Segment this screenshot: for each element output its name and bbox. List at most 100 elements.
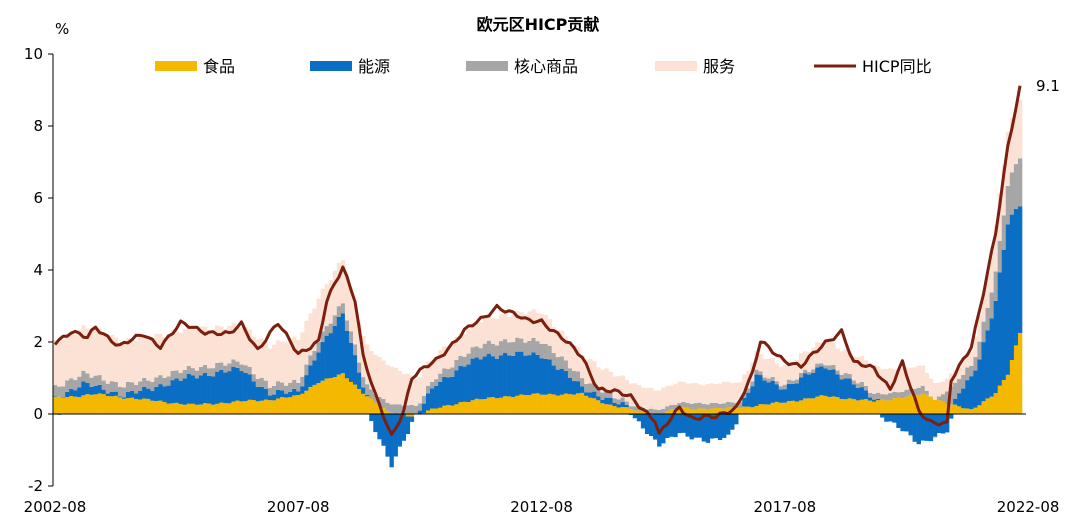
services-bar	[454, 336, 459, 360]
services-bar	[604, 368, 609, 391]
food-bar	[454, 404, 459, 414]
energy-bar	[859, 387, 865, 400]
core-goods-bar	[807, 371, 812, 375]
core-goods-bar	[361, 377, 366, 388]
services-bar	[125, 338, 131, 382]
food-bar	[989, 396, 994, 414]
energy-bar	[81, 381, 86, 396]
core-goods-bar	[332, 315, 338, 326]
energy-bar	[636, 414, 642, 422]
energy-bar	[531, 352, 536, 394]
services-bar	[762, 358, 767, 378]
energy-bar	[758, 375, 763, 405]
food-bar	[381, 408, 386, 414]
y-tick-label: 10	[24, 45, 43, 63]
core-goods-bar	[920, 385, 926, 394]
services-bar	[685, 383, 690, 403]
energy-bar	[600, 399, 605, 404]
food-bar	[717, 408, 723, 414]
energy-bar	[219, 369, 224, 403]
services-bar	[612, 376, 617, 399]
services-bar	[567, 343, 573, 369]
core-goods-bar	[981, 321, 986, 343]
energy-bar	[97, 384, 102, 394]
food-bar	[640, 411, 646, 414]
services-bar	[851, 356, 857, 381]
energy-bar	[288, 391, 293, 398]
food-bar	[559, 394, 565, 414]
food-bar	[121, 398, 127, 414]
core-goods-bar	[219, 362, 224, 370]
services-bar	[600, 369, 605, 393]
energy-bar	[782, 389, 788, 403]
food-bar	[774, 401, 780, 414]
services-bar	[742, 374, 747, 393]
core-goods-bar	[259, 377, 265, 387]
core-goods-bar	[904, 389, 909, 397]
services-bar	[446, 347, 451, 370]
food-bar	[494, 398, 500, 414]
core-goods-bar	[632, 406, 638, 411]
core-goods-bar	[158, 375, 163, 385]
services-bar	[701, 385, 707, 404]
core-goods-bar	[353, 344, 358, 356]
food-bar	[511, 397, 516, 414]
core-goods-bar	[855, 383, 861, 388]
services-bar	[523, 314, 528, 343]
food-bar	[182, 404, 188, 414]
core-goods-bar	[77, 376, 82, 388]
food-bar	[616, 407, 621, 414]
energy-bar	[357, 372, 362, 389]
energy-bar	[847, 378, 853, 399]
food-bar	[138, 399, 143, 414]
core-goods-bar	[397, 404, 402, 414]
energy-bar	[649, 414, 654, 437]
services-bar	[81, 325, 86, 371]
energy-bar	[401, 414, 407, 441]
food-bar	[93, 394, 98, 414]
food-bar	[932, 399, 938, 414]
energy-bar	[669, 414, 674, 437]
core-goods-bar	[344, 320, 350, 332]
core-goods-bar	[97, 375, 102, 385]
services-bar	[888, 368, 893, 394]
services-bar	[494, 318, 500, 346]
energy-bar	[535, 354, 540, 394]
energy-bar	[580, 386, 585, 393]
core-goods-bar	[1005, 185, 1011, 225]
y-tick-label: 4	[33, 261, 43, 279]
core-goods-bar	[1017, 158, 1023, 207]
food-bar	[450, 405, 455, 414]
core-goods-bar	[604, 390, 609, 398]
services-bar	[827, 341, 832, 366]
food-bar	[839, 399, 844, 414]
services-bar	[353, 303, 358, 345]
core-goods-bar	[653, 409, 658, 414]
services-bar	[592, 361, 597, 384]
core-goods-bar	[559, 356, 565, 369]
y-tick-label: 0	[33, 405, 43, 423]
services-bar	[466, 329, 471, 354]
services-bar	[389, 366, 394, 405]
services-bar	[843, 349, 848, 374]
energy-bar	[324, 335, 329, 379]
core-goods-bar	[389, 404, 394, 413]
core-goods-bar	[490, 343, 496, 357]
core-goods-bar	[588, 383, 593, 393]
energy-bar	[588, 392, 593, 398]
food-bar	[77, 397, 82, 414]
energy-bar	[705, 414, 711, 443]
services-bar	[300, 332, 305, 377]
food-bar	[904, 396, 909, 414]
energy-bar	[344, 331, 350, 379]
core-goods-bar	[863, 385, 869, 391]
food-bar	[215, 403, 220, 414]
core-goods-bar	[194, 370, 200, 379]
y-tick-label: -2	[28, 477, 43, 495]
energy-bar	[750, 386, 755, 408]
food-bar	[482, 399, 488, 414]
services-bar	[219, 326, 224, 363]
food-bar	[835, 397, 840, 414]
energy-bar	[446, 377, 451, 406]
services-bar	[134, 340, 139, 385]
